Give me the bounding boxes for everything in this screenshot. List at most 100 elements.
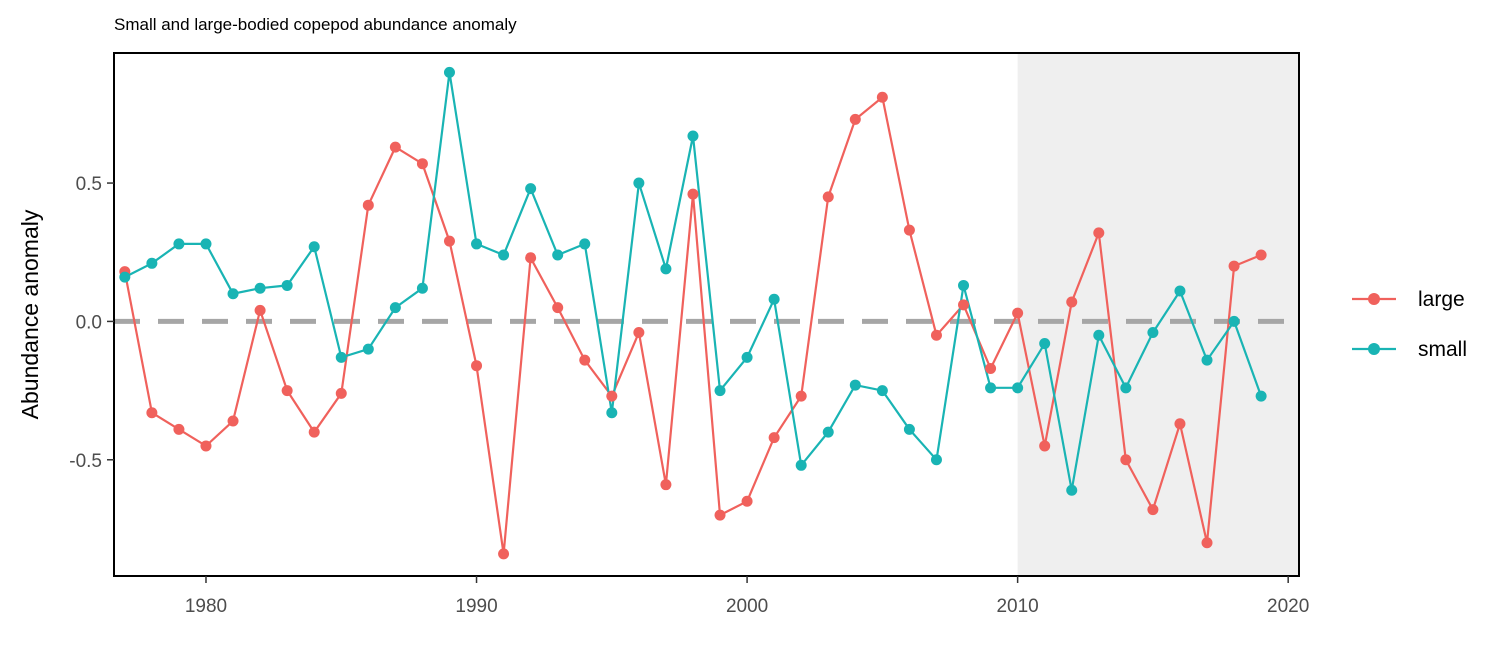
- data-point-large-2005: [876, 91, 888, 103]
- data-point-large-1999: [714, 509, 726, 521]
- data-point-small-2000: [741, 351, 753, 363]
- data-point-small-1985: [335, 351, 347, 363]
- data-point-small-2013: [1093, 329, 1105, 341]
- data-point-large-1991: [498, 548, 510, 560]
- data-point-large-1984: [308, 426, 320, 438]
- data-point-small-1994: [579, 238, 591, 250]
- data-point-large-2019: [1255, 249, 1267, 261]
- data-point-large-1983: [281, 385, 293, 397]
- y-tick-label-0: -0.5: [69, 451, 102, 472]
- data-point-large-2010: [1012, 307, 1024, 319]
- data-point-small-2012: [1066, 484, 1078, 496]
- x-tick-label-2020: 2020: [1267, 596, 1309, 617]
- data-point-small-1979: [173, 238, 185, 250]
- data-point-small-1996: [633, 177, 645, 189]
- data-point-small-1991: [498, 249, 510, 261]
- data-point-large-1978: [146, 407, 158, 419]
- data-point-small-2001: [768, 293, 780, 305]
- data-point-small-2008: [958, 279, 970, 291]
- data-point-small-2004: [849, 379, 861, 391]
- x-tick-label-1990: 1990: [455, 596, 497, 617]
- data-point-small-2002: [795, 459, 807, 471]
- data-point-large-1988: [416, 158, 428, 170]
- data-point-large-1979: [173, 423, 185, 435]
- data-point-small-1982: [254, 282, 266, 294]
- data-point-small-1980: [200, 238, 212, 250]
- data-point-small-2011: [1039, 338, 1051, 350]
- data-point-small-1986: [362, 343, 374, 355]
- chart-title: Small and large-bodied copepod abundance…: [114, 15, 517, 34]
- data-point-large-2006: [903, 224, 915, 236]
- data-point-small-1983: [281, 279, 293, 291]
- data-point-large-2018: [1228, 260, 1240, 272]
- y-tick-label-1: 0.0: [76, 312, 102, 333]
- data-point-large-1992: [525, 252, 537, 264]
- x-tick-label-2000: 2000: [726, 596, 768, 617]
- legend-label-large: large: [1418, 288, 1465, 311]
- y-axis-title: Abundance anomaly: [17, 209, 43, 419]
- data-point-small-1977: [119, 271, 131, 283]
- data-point-small-1990: [471, 238, 483, 250]
- data-point-large-1997: [660, 479, 672, 491]
- data-point-small-1989: [443, 66, 455, 78]
- plot-panel-border: [113, 52, 1300, 577]
- data-point-large-2012: [1066, 296, 1078, 308]
- data-point-large-1982: [254, 304, 266, 316]
- data-point-small-2018: [1228, 315, 1240, 327]
- data-point-small-1993: [552, 249, 564, 261]
- data-point-small-1997: [660, 263, 672, 275]
- data-point-small-2016: [1174, 285, 1186, 297]
- legend-label-small: small: [1418, 338, 1467, 361]
- data-point-large-2003: [822, 191, 834, 203]
- data-point-small-1992: [525, 183, 537, 195]
- data-point-large-1998: [687, 188, 699, 200]
- data-point-large-1994: [579, 354, 591, 366]
- data-point-large-2013: [1093, 227, 1105, 239]
- x-tick-label-2010: 2010: [996, 596, 1038, 617]
- data-point-large-1995: [606, 390, 618, 402]
- legend-key-point-small: [1368, 343, 1380, 355]
- data-point-small-2014: [1120, 382, 1132, 394]
- data-point-large-1989: [443, 235, 455, 247]
- data-point-small-1981: [227, 288, 239, 300]
- data-point-small-2005: [876, 385, 888, 397]
- data-point-small-1988: [416, 282, 428, 294]
- data-point-large-2002: [795, 390, 807, 402]
- data-point-large-2011: [1039, 440, 1051, 452]
- data-point-large-1987: [389, 141, 401, 153]
- data-point-small-2010: [1012, 382, 1024, 394]
- legend-key-point-large: [1368, 293, 1380, 305]
- data-point-small-1987: [389, 302, 401, 314]
- data-point-large-1996: [633, 326, 645, 338]
- y-tick-label-2: 0.5: [76, 174, 102, 195]
- data-point-large-2016: [1174, 418, 1186, 430]
- shaded-region: [1017, 53, 1299, 576]
- data-point-large-1986: [362, 199, 374, 211]
- x-tick-label-1980: 1980: [185, 596, 227, 617]
- data-point-large-2009: [985, 362, 997, 374]
- data-point-small-1999: [714, 385, 726, 397]
- data-point-large-2015: [1147, 504, 1159, 516]
- legend: large small: [1352, 288, 1467, 361]
- data-point-large-2017: [1201, 537, 1213, 549]
- data-point-small-1978: [146, 257, 158, 269]
- data-point-small-2015: [1147, 326, 1159, 338]
- data-point-large-1985: [335, 387, 347, 399]
- data-point-small-2007: [930, 454, 942, 466]
- data-point-large-2000: [741, 495, 753, 507]
- data-point-large-1981: [227, 415, 239, 427]
- data-point-large-1993: [552, 302, 564, 314]
- data-point-small-2017: [1201, 354, 1213, 366]
- data-point-large-2008: [958, 299, 970, 311]
- data-point-large-2007: [930, 329, 942, 341]
- data-point-small-1984: [308, 241, 320, 253]
- data-point-large-2001: [768, 432, 780, 444]
- data-point-small-2006: [903, 423, 915, 435]
- data-point-small-2009: [985, 382, 997, 394]
- data-point-small-1998: [687, 130, 699, 142]
- data-point-small-2003: [822, 426, 834, 438]
- data-point-large-1980: [200, 440, 212, 452]
- data-point-large-1990: [471, 360, 483, 372]
- data-point-small-1995: [606, 407, 618, 419]
